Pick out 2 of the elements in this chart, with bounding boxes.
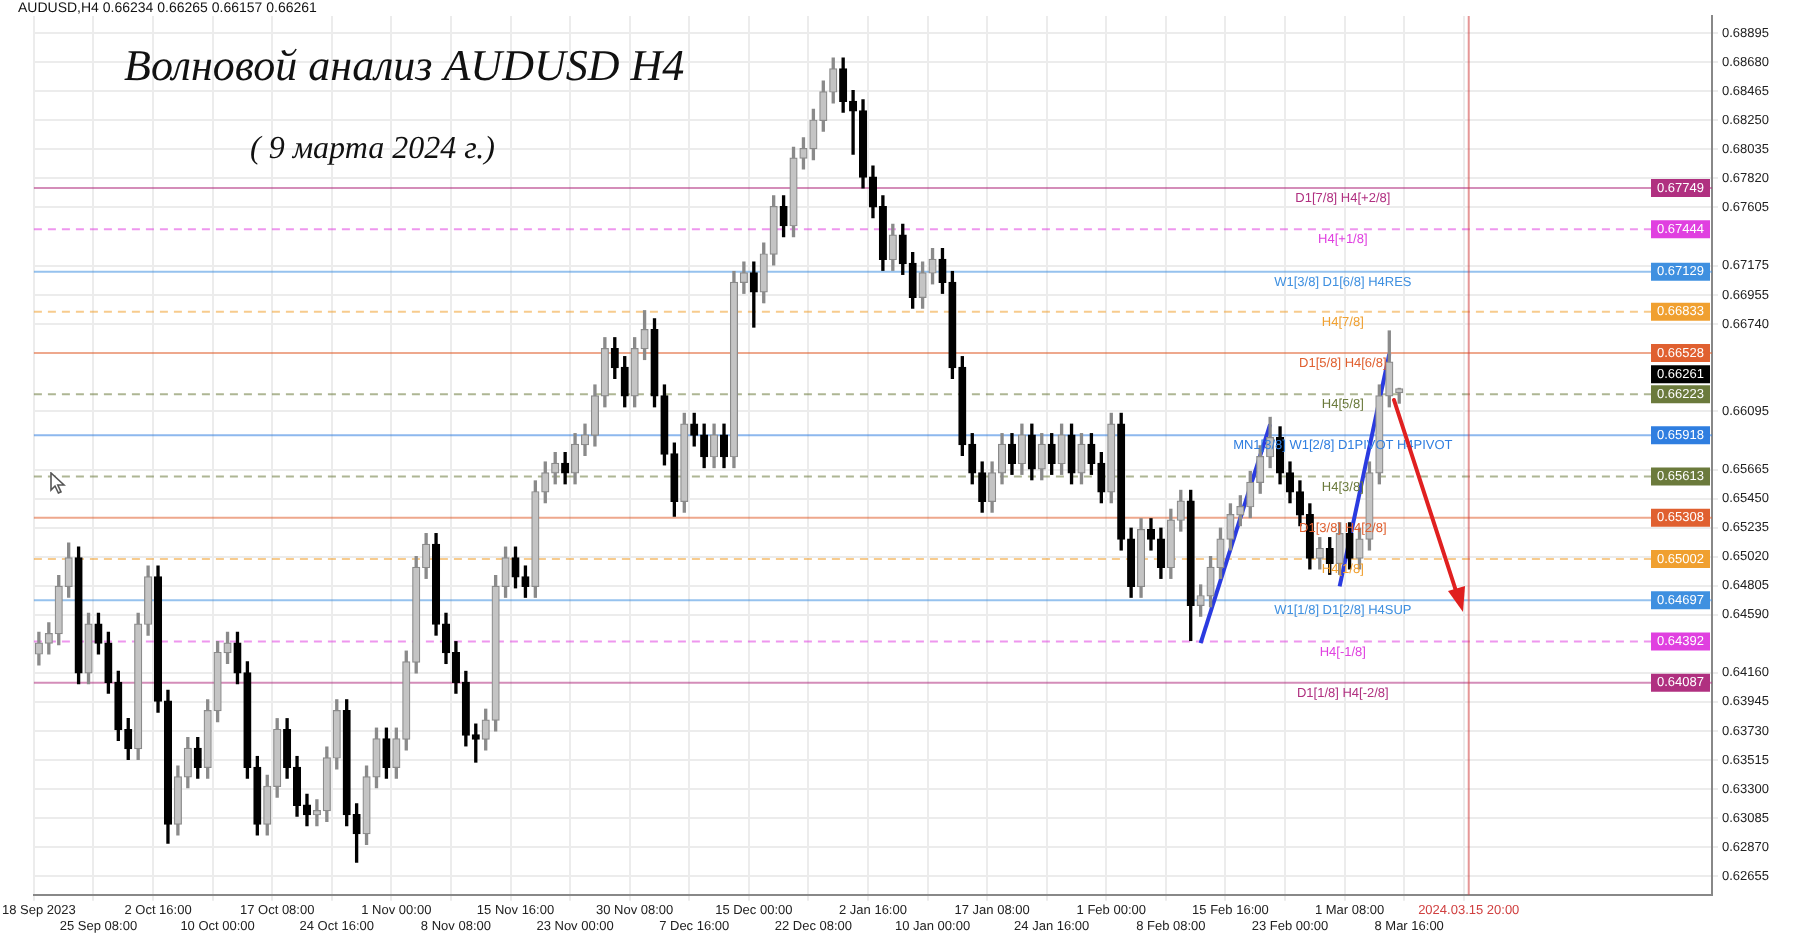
text: Волновой анализ AUDUSD H4 (124, 40, 685, 92)
text: ( 9 марта 2024 г.) (250, 132, 495, 168)
